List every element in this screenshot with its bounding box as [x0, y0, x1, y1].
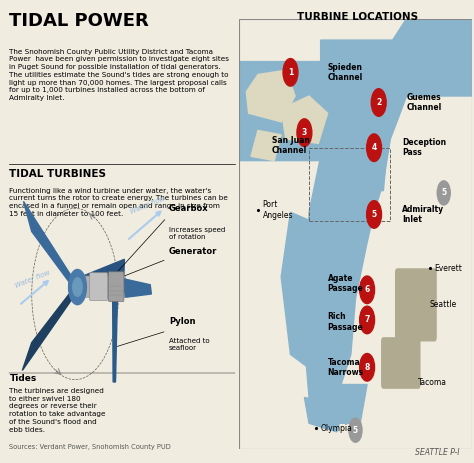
- Polygon shape: [239, 70, 367, 161]
- Polygon shape: [79, 259, 124, 296]
- FancyBboxPatch shape: [381, 337, 420, 389]
- Text: TIDAL POWER: TIDAL POWER: [9, 12, 149, 30]
- Text: Sources: Verdant Power, Snohomish County PUD: Sources: Verdant Power, Snohomish County…: [9, 444, 171, 450]
- Text: 5: 5: [441, 188, 447, 197]
- Polygon shape: [239, 96, 360, 131]
- Text: Functioning like a wind turbine under water, the water's
current turns the rotor: Functioning like a wind turbine under wa…: [9, 188, 228, 217]
- Text: Water flow: Water flow: [129, 196, 166, 215]
- Text: Generator: Generator: [169, 247, 218, 256]
- Polygon shape: [328, 131, 388, 191]
- Polygon shape: [246, 70, 295, 122]
- Text: SEATTLE P-I: SEATTLE P-I: [415, 449, 460, 457]
- Polygon shape: [251, 131, 281, 161]
- FancyBboxPatch shape: [76, 276, 125, 297]
- Text: TIDAL TURBINES: TIDAL TURBINES: [9, 169, 107, 179]
- Polygon shape: [113, 300, 118, 382]
- FancyBboxPatch shape: [109, 272, 124, 301]
- Text: 5: 5: [372, 210, 377, 219]
- Text: Admiralty
Inlet: Admiralty Inlet: [402, 205, 444, 224]
- Circle shape: [349, 418, 362, 442]
- Circle shape: [360, 276, 374, 304]
- Polygon shape: [123, 279, 151, 297]
- Polygon shape: [24, 201, 76, 292]
- Circle shape: [367, 134, 382, 162]
- Text: 8: 8: [365, 363, 370, 372]
- Text: TURBINE LOCATIONS: TURBINE LOCATIONS: [297, 12, 419, 22]
- Text: The turbines are designed
to either swivel 180
degrees or reverse their
rotation: The turbines are designed to either swiv…: [9, 388, 106, 433]
- Text: 6: 6: [365, 285, 370, 294]
- Circle shape: [367, 200, 382, 228]
- Circle shape: [360, 306, 374, 334]
- Polygon shape: [22, 285, 76, 370]
- Text: Water flow: Water flow: [14, 270, 51, 289]
- Circle shape: [283, 58, 298, 86]
- Circle shape: [73, 278, 82, 296]
- Text: Tacoma
Narrows: Tacoma Narrows: [328, 357, 364, 377]
- Circle shape: [437, 181, 450, 205]
- Polygon shape: [281, 212, 328, 372]
- Text: Everett: Everett: [435, 264, 462, 273]
- Text: Gearbox: Gearbox: [169, 204, 209, 213]
- Circle shape: [297, 119, 312, 146]
- Polygon shape: [304, 40, 407, 406]
- FancyBboxPatch shape: [90, 273, 108, 300]
- Polygon shape: [281, 96, 328, 144]
- Text: Seattle: Seattle: [430, 300, 457, 309]
- Circle shape: [371, 89, 386, 116]
- FancyBboxPatch shape: [395, 268, 437, 342]
- Text: San Juan
Channel: San Juan Channel: [272, 136, 310, 155]
- Text: 2: 2: [376, 98, 382, 107]
- Bar: [309, 148, 390, 221]
- Text: Guemes
Channel: Guemes Channel: [407, 93, 442, 112]
- Text: Deception
Pass: Deception Pass: [402, 138, 446, 157]
- Text: Pylon: Pylon: [169, 318, 195, 326]
- Text: Port
Angeles: Port Angeles: [263, 200, 293, 220]
- Text: 5: 5: [353, 425, 358, 435]
- Text: 3: 3: [302, 128, 307, 137]
- Circle shape: [69, 269, 86, 305]
- Polygon shape: [320, 384, 367, 423]
- Text: Tides: Tides: [9, 374, 36, 383]
- Text: Agate
Passage: Agate Passage: [328, 274, 364, 293]
- Text: 7: 7: [365, 315, 370, 325]
- Text: Olympia: Olympia: [320, 424, 353, 433]
- Text: The Snohomish County Public Utility District and Tacoma
Power  have been given p: The Snohomish County Public Utility Dist…: [9, 49, 229, 101]
- Text: 1: 1: [288, 68, 293, 77]
- Text: Attached to
seafloor: Attached to seafloor: [169, 338, 210, 351]
- Text: Tacoma: Tacoma: [418, 378, 447, 387]
- Text: Rich
Passage: Rich Passage: [328, 313, 364, 332]
- Polygon shape: [304, 397, 344, 432]
- Polygon shape: [239, 19, 472, 96]
- Text: Spieden
Channel: Spieden Channel: [328, 63, 363, 82]
- Text: Increases speed
of rotation: Increases speed of rotation: [169, 227, 225, 240]
- Text: 4: 4: [372, 143, 377, 152]
- Circle shape: [360, 354, 374, 381]
